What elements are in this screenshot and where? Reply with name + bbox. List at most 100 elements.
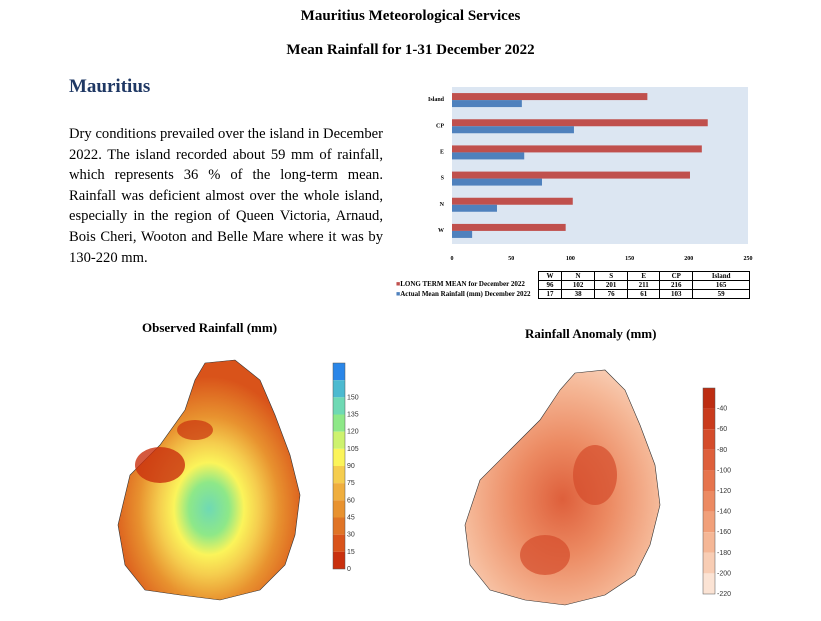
table-cell: 96	[537, 280, 563, 290]
bar-CP-long-term	[452, 119, 708, 127]
table-cell: 38	[561, 289, 596, 299]
colorbar-label: 60	[347, 497, 355, 504]
colorbar-swatch	[333, 448, 345, 466]
colorbar-label: 90	[347, 463, 355, 470]
legend-actual: ■Actual Mean Rainfall (mm) December 2022	[396, 290, 531, 298]
table-header: Island	[692, 271, 750, 281]
colorbar-label: 30	[347, 532, 355, 539]
y-tick-label: CP	[436, 123, 444, 129]
section-heading: Mauritius	[69, 76, 151, 97]
table-cell: 76	[594, 289, 629, 299]
table-cell: 211	[627, 280, 661, 290]
colorbar-swatch	[333, 397, 345, 415]
colorbar-label: -180	[717, 550, 731, 557]
colorbar-swatch	[703, 573, 715, 594]
colorbar-label: 45	[347, 515, 355, 522]
legend-long-term: ■LONG TERM MEAN for December 2022	[396, 280, 525, 288]
colorbar-label: -200	[717, 570, 731, 577]
colorbar-label: 120	[347, 429, 359, 436]
colorbar-swatch	[703, 388, 715, 409]
table-cell: 59	[692, 289, 750, 299]
table-header: CP	[659, 271, 694, 281]
bar-W-actual	[452, 230, 473, 238]
observed-colorbar: 0 15 30 45 60 75 90 105 120 135 150	[332, 362, 359, 573]
bar-W-long-term	[452, 223, 566, 231]
colorbar-swatch	[333, 500, 345, 518]
table-cell: 102	[561, 280, 596, 290]
observed-rainfall-map	[117, 359, 301, 601]
colorbar-label: -120	[717, 488, 731, 495]
table-header: E	[627, 271, 661, 281]
colorbar-label: -100	[717, 467, 731, 474]
colorbar-label: -60	[717, 426, 727, 433]
table-header: N	[561, 271, 596, 281]
colorbar-label: 0	[347, 566, 351, 573]
bar-Island-long-term	[452, 93, 648, 101]
colorbar-swatch	[333, 466, 345, 484]
colorbar-swatch	[333, 431, 345, 449]
bar-N-actual	[452, 204, 497, 212]
colorbar-swatch	[333, 534, 345, 552]
colorbar-label: -40	[717, 406, 727, 413]
table-header: S	[594, 271, 629, 281]
table-cell: 216	[659, 280, 694, 290]
bar-E-long-term	[452, 145, 702, 153]
x-tick-label: 200	[684, 256, 693, 262]
table-row: 17 38 76 61 103 59	[537, 289, 750, 299]
anomaly-colorbar: -40 -60 -80 -100 -120 -140 -160 -180 -200 -220	[702, 387, 731, 598]
colorbar-label: 135	[347, 412, 359, 419]
x-tick-label: 250	[744, 256, 753, 262]
colorbar-label: -80	[717, 447, 727, 454]
x-tick-label: 100	[566, 256, 575, 262]
colorbar-frame	[702, 387, 716, 595]
bar-CP-actual	[452, 126, 574, 134]
colorbar-swatch	[333, 414, 345, 432]
colorbar-swatch	[703, 552, 715, 574]
colorbar-swatch	[703, 408, 715, 430]
y-tick-label: Island	[428, 97, 445, 103]
colorbar-swatch	[333, 517, 345, 535]
x-tick-label: 150	[625, 256, 634, 262]
bar-S-long-term	[452, 171, 690, 179]
y-tick-label: S	[441, 176, 445, 182]
colorbar-label: 105	[347, 446, 359, 453]
table-cell: 17	[537, 289, 563, 299]
y-tick-label: E	[440, 149, 444, 155]
x-tick-label: 50	[508, 256, 514, 262]
page-title: Mean Rainfall for 1-31 December 2022	[286, 42, 535, 58]
colorbar-swatch	[703, 491, 715, 512]
colorbar-swatch	[703, 511, 715, 533]
table-cell: 103	[659, 289, 694, 299]
colorbar-label: 150	[347, 394, 359, 401]
table-header-row: W N S E CP Island	[537, 271, 750, 281]
colorbar-label: -140	[717, 509, 731, 516]
data-table: W N S E CP Island 96 102 201 211 216 165 17 38 76 61 103…	[537, 271, 750, 299]
colorbar-label: 75	[347, 480, 355, 487]
colorbar-swatch	[333, 380, 345, 398]
bar-Island-actual	[452, 100, 522, 108]
table-header: W	[537, 271, 563, 281]
y-tick-label: W	[438, 228, 444, 234]
bar-E-actual	[452, 152, 525, 160]
colorbar-swatch	[703, 470, 715, 491]
bar-N-long-term	[452, 197, 573, 205]
colorbar-label: -160	[717, 529, 731, 536]
y-tick-label: N	[440, 202, 445, 208]
bar-S-actual	[452, 178, 542, 186]
summary-paragraph: Dry conditions prevailed over the island…	[69, 126, 383, 266]
colorbar-swatch	[703, 532, 715, 553]
plot-area	[452, 87, 748, 244]
anomaly-map-title: Rainfall Anomaly (mm)	[525, 326, 657, 341]
table-row: 96 102 201 211 216 165	[537, 280, 750, 290]
colorbar-label: 15	[347, 549, 355, 556]
table-cell: 61	[627, 289, 661, 299]
table-cell: 165	[692, 280, 750, 290]
observed-map-title: Observed Rainfall (mm)	[142, 320, 278, 335]
colorbar-swatch	[703, 429, 715, 450]
rainfall-anomaly-map	[464, 369, 661, 606]
x-tick-label: 0	[451, 256, 454, 262]
colorbar-swatch	[703, 449, 715, 471]
table-cell: 201	[594, 280, 629, 290]
